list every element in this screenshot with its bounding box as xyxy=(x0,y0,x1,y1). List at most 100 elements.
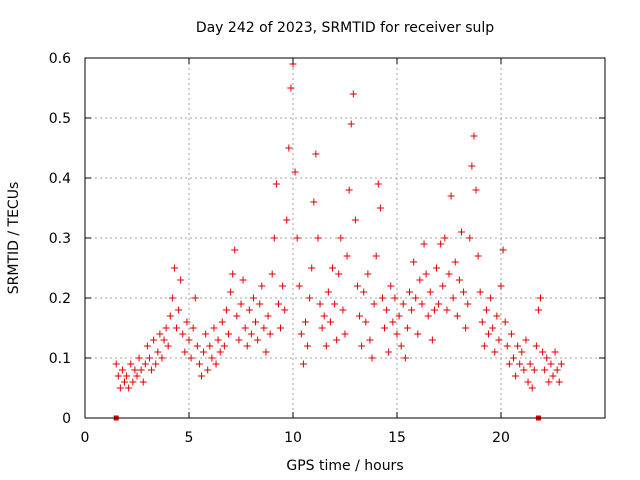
data-point xyxy=(220,342,228,350)
data-point xyxy=(137,366,145,374)
data-point xyxy=(422,270,430,278)
data-point xyxy=(216,348,224,356)
data-point xyxy=(308,264,316,272)
data-point xyxy=(416,276,424,284)
data-point xyxy=(410,258,418,266)
data-point xyxy=(139,378,147,386)
data-point xyxy=(516,360,524,368)
data-point xyxy=(537,294,545,302)
data-point xyxy=(381,324,389,332)
data-point xyxy=(451,258,459,266)
data-point xyxy=(347,120,355,128)
data-point xyxy=(441,234,449,242)
data-point xyxy=(127,360,135,368)
data-point xyxy=(530,366,538,374)
data-point xyxy=(503,342,511,350)
data-point xyxy=(387,282,395,290)
data-point xyxy=(534,306,542,314)
data-point xyxy=(383,306,391,314)
data-point xyxy=(258,282,266,290)
data-point xyxy=(193,342,201,350)
data-point xyxy=(487,294,495,302)
data-point xyxy=(466,234,474,242)
ticks-layer: 0 0.1 0.2 0.3 0.4 0.5 0.6 0 5 10 15 20 xyxy=(49,51,605,446)
data-point xyxy=(299,360,307,368)
data-point xyxy=(270,234,278,242)
data-point xyxy=(368,354,376,362)
data-point xyxy=(512,372,520,380)
data-point xyxy=(437,240,445,248)
data-point xyxy=(337,234,345,242)
data-point xyxy=(231,246,239,254)
data-point xyxy=(520,366,528,374)
data-point xyxy=(426,288,434,296)
data-point xyxy=(281,306,289,314)
x-tick-label: 10 xyxy=(284,430,302,446)
data-point xyxy=(493,312,501,320)
data-point xyxy=(329,264,337,272)
data-point xyxy=(243,342,251,350)
data-point xyxy=(150,336,158,344)
data-point xyxy=(443,306,451,314)
data-point xyxy=(208,354,216,362)
data-point xyxy=(160,336,168,344)
data-point xyxy=(324,288,332,296)
data-point xyxy=(339,306,347,314)
y-tick-label: 0 xyxy=(62,411,71,427)
x-tick-label: 0 xyxy=(81,430,90,446)
data-point xyxy=(393,330,401,338)
data-point xyxy=(526,360,534,368)
data-point xyxy=(195,360,203,368)
data-point xyxy=(285,144,293,152)
data-point xyxy=(156,330,164,338)
data-point xyxy=(509,354,517,362)
data-point xyxy=(385,348,393,356)
data-point xyxy=(491,348,499,356)
data-point xyxy=(399,300,407,308)
data-point xyxy=(374,180,382,188)
data-point xyxy=(222,306,230,314)
data-point xyxy=(351,216,359,224)
data-point xyxy=(168,294,176,302)
data-point xyxy=(262,348,270,356)
data-point xyxy=(256,300,264,308)
data-point xyxy=(148,366,156,374)
data-point xyxy=(335,270,343,278)
data-point xyxy=(478,318,486,326)
data-point xyxy=(133,372,141,380)
data-point xyxy=(197,372,205,380)
data-point xyxy=(187,354,195,362)
x-tick-label: 20 xyxy=(492,430,510,446)
data-point xyxy=(177,276,185,284)
data-point xyxy=(310,198,318,206)
data-point xyxy=(241,324,249,332)
data-point xyxy=(518,348,526,356)
data-point xyxy=(114,372,122,380)
data-point xyxy=(495,336,503,344)
data-point xyxy=(557,360,565,368)
data-point xyxy=(401,354,409,362)
data-point xyxy=(522,336,530,344)
y-tick-label: 0.6 xyxy=(49,51,71,67)
points-layer xyxy=(112,60,565,421)
data-point xyxy=(204,366,212,374)
data-point xyxy=(229,270,237,278)
data-point xyxy=(341,330,349,338)
data-point xyxy=(279,282,287,290)
data-point xyxy=(189,324,197,332)
data-point xyxy=(125,384,133,392)
data-point xyxy=(118,366,126,374)
data-point xyxy=(200,348,208,356)
data-point xyxy=(218,318,226,326)
data-point xyxy=(455,276,463,284)
data-point xyxy=(173,324,181,332)
y-axis-label: SRMTID / TECUs xyxy=(6,182,22,295)
data-point xyxy=(464,300,472,308)
data-point xyxy=(272,180,280,188)
data-point xyxy=(154,348,162,356)
data-point xyxy=(541,366,549,374)
data-point xyxy=(545,378,553,386)
data-point xyxy=(499,246,507,254)
data-point xyxy=(376,204,384,212)
